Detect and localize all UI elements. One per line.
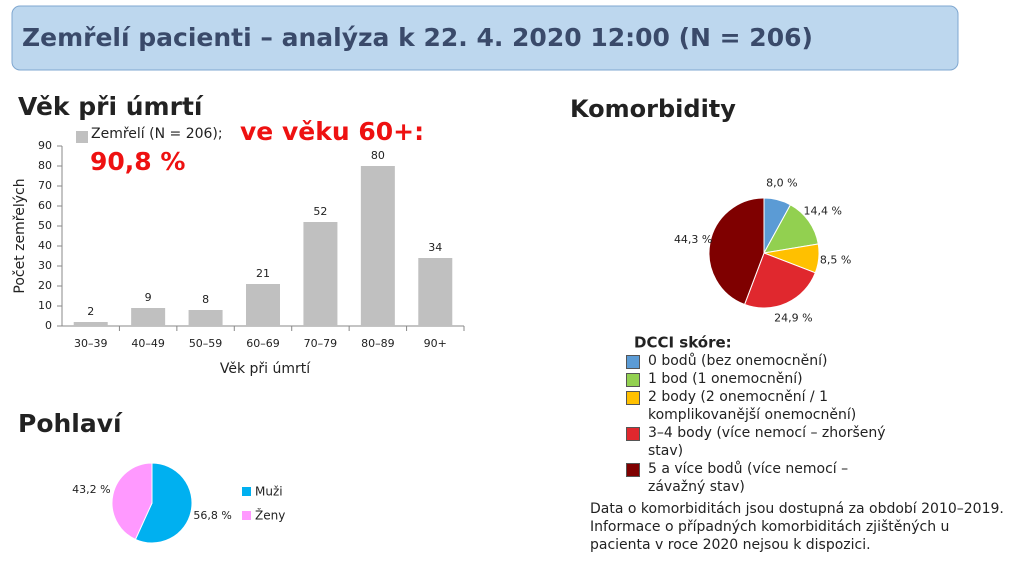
- legend-swatch: [626, 463, 640, 477]
- data-label: 2: [87, 305, 94, 318]
- y-tick-label: 90: [38, 139, 52, 152]
- data-label: 44,3 %: [674, 233, 712, 246]
- bar: [418, 258, 453, 326]
- chart-title: Věk při úmrtí: [18, 92, 204, 121]
- pie-slice: [763, 204, 819, 254]
- x-tick-label: 80–89: [361, 337, 395, 350]
- legend: 0 bodů (bez onemocnění) 1 bod (1 onemocně…: [626, 352, 906, 496]
- data-label: 80: [371, 149, 385, 162]
- page-title: Zemřelí pacienti – analýza k 22. 4. 2020…: [22, 23, 813, 52]
- x-tick-label: 90+: [424, 337, 447, 350]
- bar: [246, 284, 280, 326]
- legend-entry: 1 bod (1 onemocnění): [626, 370, 906, 388]
- data-label: 21: [256, 267, 270, 280]
- data-label: 8,5 %: [820, 253, 851, 266]
- y-tick-label: 60: [38, 199, 52, 212]
- legend-swatch: [626, 391, 640, 405]
- legend-swatch: [626, 355, 640, 369]
- y-tick-label: 0: [45, 319, 52, 332]
- data-label: 56,8 %: [193, 509, 231, 522]
- legend-swatch: [76, 131, 88, 143]
- x-tick-label: 60–69: [246, 337, 280, 350]
- data-label: 9: [145, 291, 152, 304]
- y-tick-label: 10: [38, 299, 52, 312]
- bar: [303, 222, 338, 326]
- legend-label: 3–4 body (více nemocí – zhoršený stav): [648, 425, 886, 459]
- pie-slice: [708, 197, 765, 306]
- legend-label: 0 bodů (bez onemocnění): [648, 353, 828, 369]
- legend-entry: 0 bodů (bez onemocnění): [626, 352, 906, 370]
- chart-title: Komorbidity: [570, 95, 736, 123]
- pie-slice: [134, 462, 193, 544]
- y-axis-label: Počet zemřelých: [12, 178, 28, 293]
- x-axis-label: Věk při úmrtí: [220, 361, 311, 377]
- bar: [188, 310, 223, 326]
- y-tick-label: 20: [38, 279, 52, 292]
- legend-entry: 3–4 body (více nemocí – zhoršený stav): [626, 424, 906, 460]
- y-tick-label: 80: [38, 159, 52, 172]
- legend-label: 1 bod (1 onemocnění): [648, 371, 803, 387]
- note: Data o komorbiditách jsou dostupná za ob…: [590, 501, 1004, 553]
- bar: [131, 308, 166, 326]
- data-label: 14,4 %: [804, 204, 842, 217]
- y-tick-label: 70: [38, 179, 52, 192]
- chart-title: Pohlaví: [18, 409, 123, 438]
- legend-swatch: [242, 487, 251, 496]
- legend-label: Zemřelí (N = 206);: [91, 126, 223, 142]
- data-label: 34: [428, 241, 442, 254]
- data-label: 24,9 %: [774, 312, 812, 325]
- annotation: ve věku 60+:: [240, 117, 424, 146]
- legend-entry: 5 a více bodů (více nemocí – závažný sta…: [626, 460, 906, 496]
- legend-swatch: [626, 427, 640, 441]
- header-box: [11, 5, 959, 71]
- legend-label: 2 body (2 onemocnění / 1 komplikovanější…: [648, 389, 857, 423]
- data-label: 8: [202, 293, 209, 306]
- legend-entry: 2 body (2 onemocnění / 1 komplikovanější…: [626, 388, 906, 424]
- bar: [360, 166, 395, 326]
- x-tick-label: 70–79: [304, 337, 338, 350]
- y-tick-label: 50: [38, 219, 52, 232]
- x-tick-label: 30–39: [74, 337, 108, 350]
- pie-slice: [743, 252, 816, 309]
- legend-label: Muži: [255, 485, 283, 499]
- data-label: 8,0 %: [766, 176, 797, 189]
- legend-swatch: [242, 511, 251, 520]
- data-label: 43,2 %: [72, 483, 110, 496]
- legend-label: Ženy: [255, 508, 285, 523]
- x-tick-label: 40–49: [131, 337, 165, 350]
- x-tick-label: 50–59: [189, 337, 223, 350]
- legend-title: DCCI skóre:: [634, 334, 732, 352]
- legend-label: 5 a více bodů (více nemocí – závažný sta…: [648, 461, 849, 495]
- annotation: 90,8 %: [90, 147, 185, 176]
- y-tick-label: 40: [38, 239, 52, 252]
- bar: [73, 322, 108, 326]
- pie-slice: [111, 462, 153, 541]
- y-tick-label: 30: [38, 259, 52, 272]
- legend-swatch: [626, 373, 640, 387]
- data-label: 52: [313, 205, 327, 218]
